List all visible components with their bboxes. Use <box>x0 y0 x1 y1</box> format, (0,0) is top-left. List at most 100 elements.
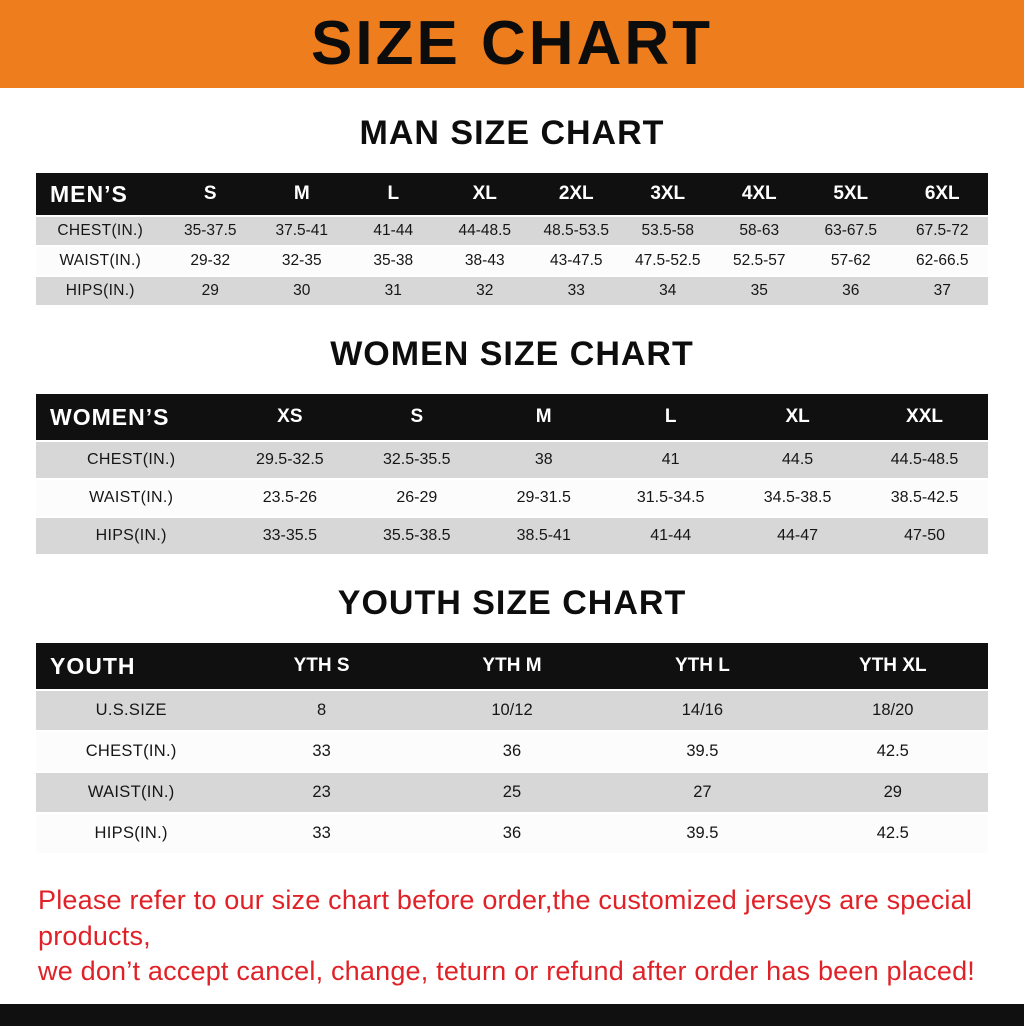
footer-note-line1: Please refer to our size chart before or… <box>38 885 973 951</box>
value-cell: 29 <box>201 282 219 299</box>
row-label-cell: HIPS(IN.) <box>65 282 135 299</box>
column-header-cell: L <box>387 183 400 204</box>
women-size-table: WOMEN’S XS S M L XL XXL CHEST(IN.) 29.5-32.5 32.5… <box>36 394 988 554</box>
column-header-cell: XL <box>472 183 497 204</box>
value-cell: 14/16 <box>681 701 724 719</box>
column-header-cell: 5XL <box>833 183 869 204</box>
table-header-row: WOMEN’S XS S M L XL XXL <box>36 394 988 440</box>
column-header-cell: YTH L <box>674 655 730 676</box>
value-cell: 35.5-38.5 <box>382 527 451 544</box>
column-header-cell: YTH XL <box>859 655 927 676</box>
value-cell: 25 <box>502 783 522 801</box>
value-cell: 34 <box>659 282 677 299</box>
content: MAN SIZE CHART MEN’S S M L XL 2XL 3XL 4XL 5XL 6XL… <box>0 88 1024 1004</box>
value-cell: 67.5-72 <box>915 222 969 239</box>
table-title-cell: WOMEN’S <box>50 403 170 430</box>
women-section-heading: WOMEN SIZE CHART <box>330 335 694 373</box>
value-cell: 23 <box>312 783 331 801</box>
footer-note: Please refer to our size chart before or… <box>34 883 990 990</box>
value-cell: 41 <box>661 451 680 468</box>
table-row: HIPS(IN.) 33 36 39.5 42.5 <box>36 812 988 853</box>
column-header-cell: XXL <box>906 406 943 427</box>
value-cell: 41-44 <box>650 527 692 544</box>
column-header-cell: S <box>410 406 424 427</box>
value-cell: 44-47 <box>777 527 819 544</box>
value-cell: 36 <box>842 282 860 299</box>
value-cell: 36 <box>502 742 522 760</box>
table-header-row: MEN’S S M L XL 2XL 3XL 4XL 5XL 6XL <box>36 173 988 215</box>
value-cell: 33 <box>567 282 585 299</box>
value-cell: 33 <box>312 824 331 842</box>
column-header-cell: XS <box>277 406 303 427</box>
value-cell: 62-66.5 <box>915 252 969 269</box>
value-cell: 8 <box>316 701 327 719</box>
value-cell: 42.5 <box>876 742 909 760</box>
banner-title: SIZE CHART <box>311 9 713 78</box>
value-cell: 44.5-48.5 <box>890 451 959 468</box>
table-row: WAIST(IN.) 23.5-26 26-29 29-31.5 31.5-34.5 34… <box>36 478 988 516</box>
size-chart-banner: SIZE CHART <box>0 0 1024 88</box>
value-cell: 31 <box>384 282 402 299</box>
value-cell: 35 <box>750 282 768 299</box>
value-cell: 47-50 <box>904 527 945 544</box>
value-cell: 57-62 <box>830 252 871 269</box>
value-cell: 37 <box>933 282 951 299</box>
value-cell: 29.5-32.5 <box>256 451 324 468</box>
value-cell: 26-29 <box>396 489 438 506</box>
youth-size-table: YOUTH YTH S YTH M YTH L YTH XL U.S.SIZE 8 10/12… <box>36 643 988 853</box>
value-cell: 10/12 <box>491 701 533 719</box>
value-cell: 33 <box>312 742 331 760</box>
value-cell: 42.5 <box>876 824 909 842</box>
value-cell: 27 <box>693 783 712 801</box>
value-cell: 32 <box>476 282 494 299</box>
column-header-cell: XL <box>785 406 810 427</box>
value-cell: 38.5-42.5 <box>890 489 959 506</box>
row-label-cell: HIPS(IN.) <box>95 527 167 544</box>
column-header-cell: 2XL <box>558 183 594 204</box>
table-row: U.S.SIZE 8 10/12 14/16 18/20 <box>36 689 988 730</box>
value-cell: 43-47.5 <box>549 252 603 269</box>
value-cell: 34.5-38.5 <box>763 489 832 506</box>
value-cell: 32.5-35.5 <box>382 451 451 468</box>
row-label-cell: WAIST(IN.) <box>87 783 175 801</box>
women-section: WOMEN SIZE CHART WOMEN’S XS S M L XL XXL CHEST(… <box>0 335 1024 554</box>
value-cell: 37.5-41 <box>275 222 329 239</box>
row-label-cell: WAIST(IN.) <box>59 252 142 269</box>
value-cell: 31.5-34.5 <box>636 489 705 506</box>
value-cell: 36 <box>502 824 522 842</box>
row-label-cell: HIPS(IN.) <box>94 824 168 842</box>
value-cell: 32-35 <box>281 252 322 269</box>
value-cell: 23.5-26 <box>262 489 317 506</box>
table-row: HIPS(IN.) 29 30 31 32 33 34 35 36 37 <box>36 275 988 305</box>
column-header-cell: 6XL <box>924 183 960 204</box>
value-cell: 41-44 <box>373 222 414 239</box>
row-label-cell: CHEST(IN.) <box>85 742 177 760</box>
value-cell: 48.5-53.5 <box>543 222 610 239</box>
value-cell: 58-63 <box>739 222 780 239</box>
table-row: CHEST(IN.) 29.5-32.5 32.5-35.5 38 41 44.5 44.5… <box>36 440 988 478</box>
column-header-cell: L <box>664 406 677 427</box>
table-row: WAIST(IN.) 23 25 27 29 <box>36 771 988 812</box>
table-row: WAIST(IN.) 29-32 32-35 35-38 38-43 43-47.5 47.… <box>36 245 988 275</box>
value-cell: 44.5 <box>782 451 814 468</box>
value-cell: 38 <box>534 451 553 468</box>
value-cell: 30 <box>293 282 311 299</box>
value-cell: 33-35.5 <box>262 527 317 544</box>
row-label-cell: CHEST(IN.) <box>87 451 176 468</box>
value-cell: 38.5-41 <box>516 527 571 544</box>
men-section: MAN SIZE CHART MEN’S S M L XL 2XL 3XL 4XL 5XL 6XL… <box>0 114 1024 305</box>
value-cell: 53.5-58 <box>641 222 695 239</box>
column-header-cell: M <box>293 183 310 204</box>
table-row: CHEST(IN.) 35-37.5 37.5-41 41-44 44-48.5 48.5… <box>36 215 988 245</box>
row-label-cell: U.S.SIZE <box>95 701 167 719</box>
value-cell: 18/20 <box>872 701 914 719</box>
youth-section-heading: YOUTH SIZE CHART <box>337 584 687 622</box>
column-header-cell: M <box>535 406 552 427</box>
youth-section: YOUTH SIZE CHART YOUTH YTH S YTH M YTH L YTH… <box>0 584 1024 853</box>
column-header-cell: 4XL <box>741 183 777 204</box>
value-cell: 39.5 <box>686 742 719 760</box>
footer-note-line2: we don’t accept cancel, change, teturn o… <box>38 956 975 987</box>
value-cell: 35-38 <box>373 252 414 269</box>
column-header-cell: YTH M <box>482 655 542 676</box>
